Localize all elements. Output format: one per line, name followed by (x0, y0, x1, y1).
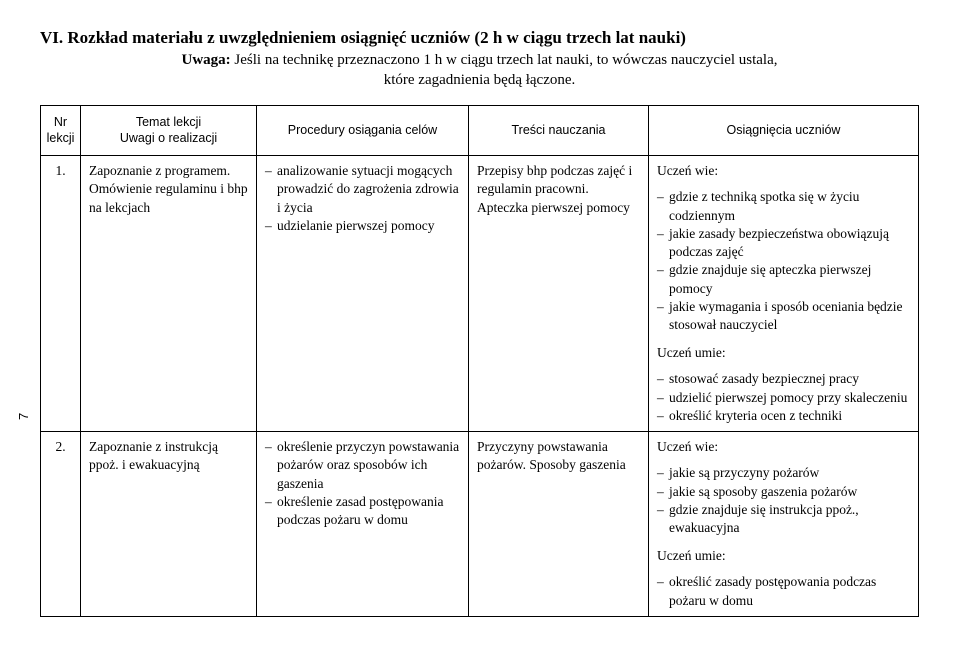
list-item: stosować zasady bezpiecznej pracy (657, 370, 910, 388)
cell-number: 2. (41, 432, 81, 617)
col-header-number-l2: lekcji (47, 131, 75, 145)
achievement-wie-list: gdzie z techniką spotka się w życiu codz… (657, 188, 910, 334)
procedures-list: określenie przyczyn powstawania pożarów … (265, 438, 460, 529)
achievement-umie-list: stosować zasady bezpiecznej pracyudzieli… (657, 370, 910, 425)
list-item: określenie zasad postępowania podczas po… (265, 493, 460, 529)
list-item: gdzie z techniką spotka się w życiu codz… (657, 188, 910, 224)
cell-topic: Zapoznanie z instrukcją ppoż. i ewakuacy… (81, 432, 257, 617)
cell-content: Przyczyny powstawania pożarów. Sposoby g… (469, 432, 649, 617)
list-item: określić zasady postępowania podczas poż… (657, 573, 910, 609)
subtitle-rest: Jeśli na technikę przeznaczono 1 h w cią… (231, 52, 778, 88)
list-item: jakie są sposoby gaszenia pożarów (657, 483, 910, 501)
list-item: jakie zasady bezpieczeństwa obowiązują p… (657, 225, 910, 261)
list-item: określić kryteria ocen z techniki (657, 407, 910, 425)
cell-number: 1. (41, 156, 81, 432)
col-header-topic-l2: Uwagi o realizacji (120, 131, 217, 145)
col-header-number: Nr lekcji (41, 105, 81, 156)
col-header-topic-l1: Temat lekcji (136, 115, 201, 129)
list-item: jakie wymagania i sposób oceniania będzi… (657, 298, 910, 334)
achievement-umie-label: Uczeń umie: (657, 547, 910, 565)
cell-achievements: Uczeń wie: jakie są przyczyny pożarówjaki… (649, 432, 919, 617)
subtitle-strong: Uwaga: (181, 52, 230, 68)
achievement-wie-label: Uczeń wie: (657, 162, 910, 180)
cell-procedures: analizowanie sytuacji mogących prowadzić… (257, 156, 469, 432)
cell-content: Przepisy bhp podczas zajęć i regulamin p… (469, 156, 649, 432)
col-header-number-l1: Nr (54, 115, 67, 129)
section-title: VI. Rozkład materiału z uwzględnieniem o… (40, 28, 919, 48)
list-item: jakie są przyczyny pożarów (657, 464, 910, 482)
col-header-achievements: Osiągnięcia uczniów (649, 105, 919, 156)
list-item: udzielić pierwszej pomocy przy skaleczen… (657, 389, 910, 407)
cell-topic: Zapoznanie z programem. Omówienie regula… (81, 156, 257, 432)
table-header-row: Nr lekcji Temat lekcji Uwagi o realizacj… (41, 105, 919, 156)
page-number-tab: 7 (16, 413, 31, 420)
achievement-umie-label: Uczeń umie: (657, 344, 910, 362)
list-item: udzielanie pierwszej pomocy (265, 217, 460, 235)
achievement-umie-list: określić zasady postępowania podczas poż… (657, 573, 910, 609)
procedures-list: analizowanie sytuacji mogących prowadzić… (265, 162, 460, 235)
cell-procedures: określenie przyczyn powstawania pożarów … (257, 432, 469, 617)
achievement-wie-list: jakie są przyczyny pożarówjakie są sposo… (657, 464, 910, 537)
curriculum-table: Nr lekcji Temat lekcji Uwagi o realizacj… (40, 105, 919, 617)
col-header-content: Treści nauczania (469, 105, 649, 156)
list-item: gdzie znajduje się instrukcja ppoż., ewa… (657, 501, 910, 537)
list-item: gdzie znajduje się apteczka pierwszej po… (657, 261, 910, 297)
col-header-procedures: Procedury osiągania celów (257, 105, 469, 156)
section-subtitle: Uwaga: Jeśli na technikę przeznaczono 1 … (40, 50, 919, 91)
list-item: analizowanie sytuacji mogących prowadzić… (265, 162, 460, 217)
achievement-wie-label: Uczeń wie: (657, 438, 910, 456)
col-header-topic: Temat lekcji Uwagi o realizacji (81, 105, 257, 156)
cell-achievements: Uczeń wie: gdzie z techniką spotka się w … (649, 156, 919, 432)
table-row: 2.Zapoznanie z instrukcją ppoż. i ewakua… (41, 432, 919, 617)
list-item: określenie przyczyn powstawania pożarów … (265, 438, 460, 493)
table-row: 1.Zapoznanie z programem. Omówienie regu… (41, 156, 919, 432)
